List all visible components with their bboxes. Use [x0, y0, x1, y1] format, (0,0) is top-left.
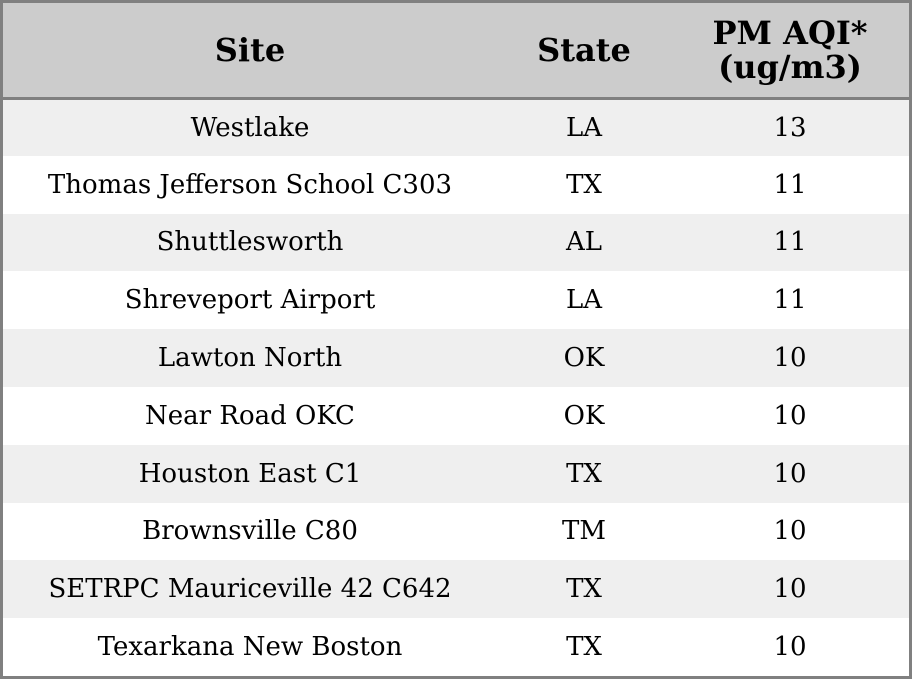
table-row: Near Road OKC OK 10 — [3, 386, 909, 445]
cell-state: LA — [565, 285, 603, 316]
cell-aqi: 10 — [773, 400, 807, 431]
cell-state: TX — [566, 458, 602, 489]
cell-site: Brownsville C80 — [142, 516, 358, 547]
header-row: Site State PM AQI* (ug/m3) — [3, 3, 909, 100]
table-row: Shreveport Airport LA 11 — [3, 271, 909, 330]
cell-state: OK — [563, 400, 605, 431]
table-header: Site State PM AQI* (ug/m3) — [3, 3, 909, 100]
table-row: Thomas Jefferson School C303 TX 11 — [3, 155, 909, 214]
cell-aqi: 13 — [773, 112, 807, 143]
cell-aqi: 11 — [773, 169, 807, 200]
cell-site: Near Road OKC — [145, 400, 355, 431]
cell-site: Houston East C1 — [138, 458, 362, 489]
cell-aqi: 10 — [773, 632, 807, 663]
table-row: Texarkana New Boston TX 10 — [3, 618, 909, 676]
cell-aqi: 10 — [773, 343, 807, 374]
cell-site: Texarkana New Boston — [97, 632, 403, 663]
cell-state: TX — [566, 632, 602, 663]
table-row: Lawton North OK 10 — [3, 329, 909, 387]
cell-site: Shreveport Airport — [124, 285, 376, 316]
cell-state: TX — [566, 574, 602, 605]
column-header-state: State — [497, 3, 671, 100]
cell-site: Lawton North — [157, 343, 343, 374]
cell-aqi: 11 — [773, 285, 807, 316]
cell-state: TM — [562, 516, 606, 547]
cell-state: LA — [565, 112, 603, 143]
cell-state: AL — [565, 227, 603, 258]
table-row: Shuttlesworth AL 11 — [3, 213, 909, 272]
table-row: Houston East C1 TX 10 — [3, 444, 909, 503]
cell-aqi: 10 — [773, 458, 807, 489]
table-row: Brownsville C80 TM 10 — [3, 502, 909, 561]
table-row: SETRPC Mauriceville 42 C642 TX 10 — [3, 560, 909, 619]
cell-site: Westlake — [190, 112, 310, 143]
table-body: Westlake LA 13 Thomas Jefferson School C… — [3, 98, 909, 676]
cell-aqi: 10 — [773, 574, 807, 605]
table-row: Westlake LA 13 — [3, 98, 909, 156]
cell-aqi: 11 — [773, 227, 807, 258]
aqi-table: Site State PM AQI* (ug/m3) Westlake LA 1… — [3, 3, 909, 676]
cell-site: Thomas Jefferson School C303 — [47, 169, 453, 200]
cell-state: OK — [563, 343, 605, 374]
cell-state: TX — [566, 169, 602, 200]
cell-site: SETRPC Mauriceville 42 C642 — [48, 574, 452, 605]
column-header-site: Site — [3, 3, 497, 100]
column-header-pm-aqi: PM AQI* (ug/m3) — [671, 3, 909, 100]
cell-aqi: 10 — [773, 516, 807, 547]
cell-site: Shuttlesworth — [156, 227, 344, 258]
